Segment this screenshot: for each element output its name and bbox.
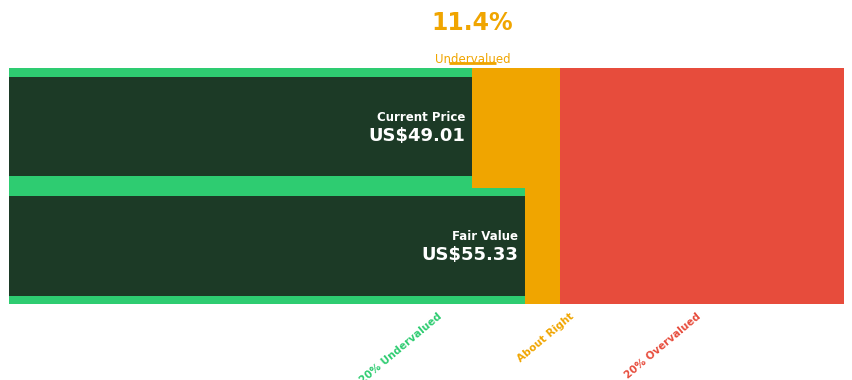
Text: 20% Undervalued: 20% Undervalued: [358, 312, 444, 380]
Bar: [9, 68, 472, 77]
Bar: [9, 196, 525, 296]
Bar: [9, 68, 472, 304]
Text: 11.4%: 11.4%: [431, 11, 513, 35]
Text: Fair Value: Fair Value: [452, 230, 518, 243]
Bar: [560, 68, 843, 304]
Text: Current Price: Current Price: [377, 111, 465, 124]
Bar: [9, 188, 525, 196]
Bar: [9, 176, 472, 185]
Text: About Right: About Right: [515, 312, 576, 364]
Text: US$55.33: US$55.33: [421, 246, 518, 264]
Text: Undervalued: Undervalued: [435, 53, 509, 66]
Bar: [9, 296, 525, 304]
Text: 20% Overvalued: 20% Overvalued: [622, 312, 702, 380]
Text: US$49.01: US$49.01: [368, 127, 465, 145]
Bar: [9, 77, 472, 176]
Bar: [472, 68, 560, 304]
